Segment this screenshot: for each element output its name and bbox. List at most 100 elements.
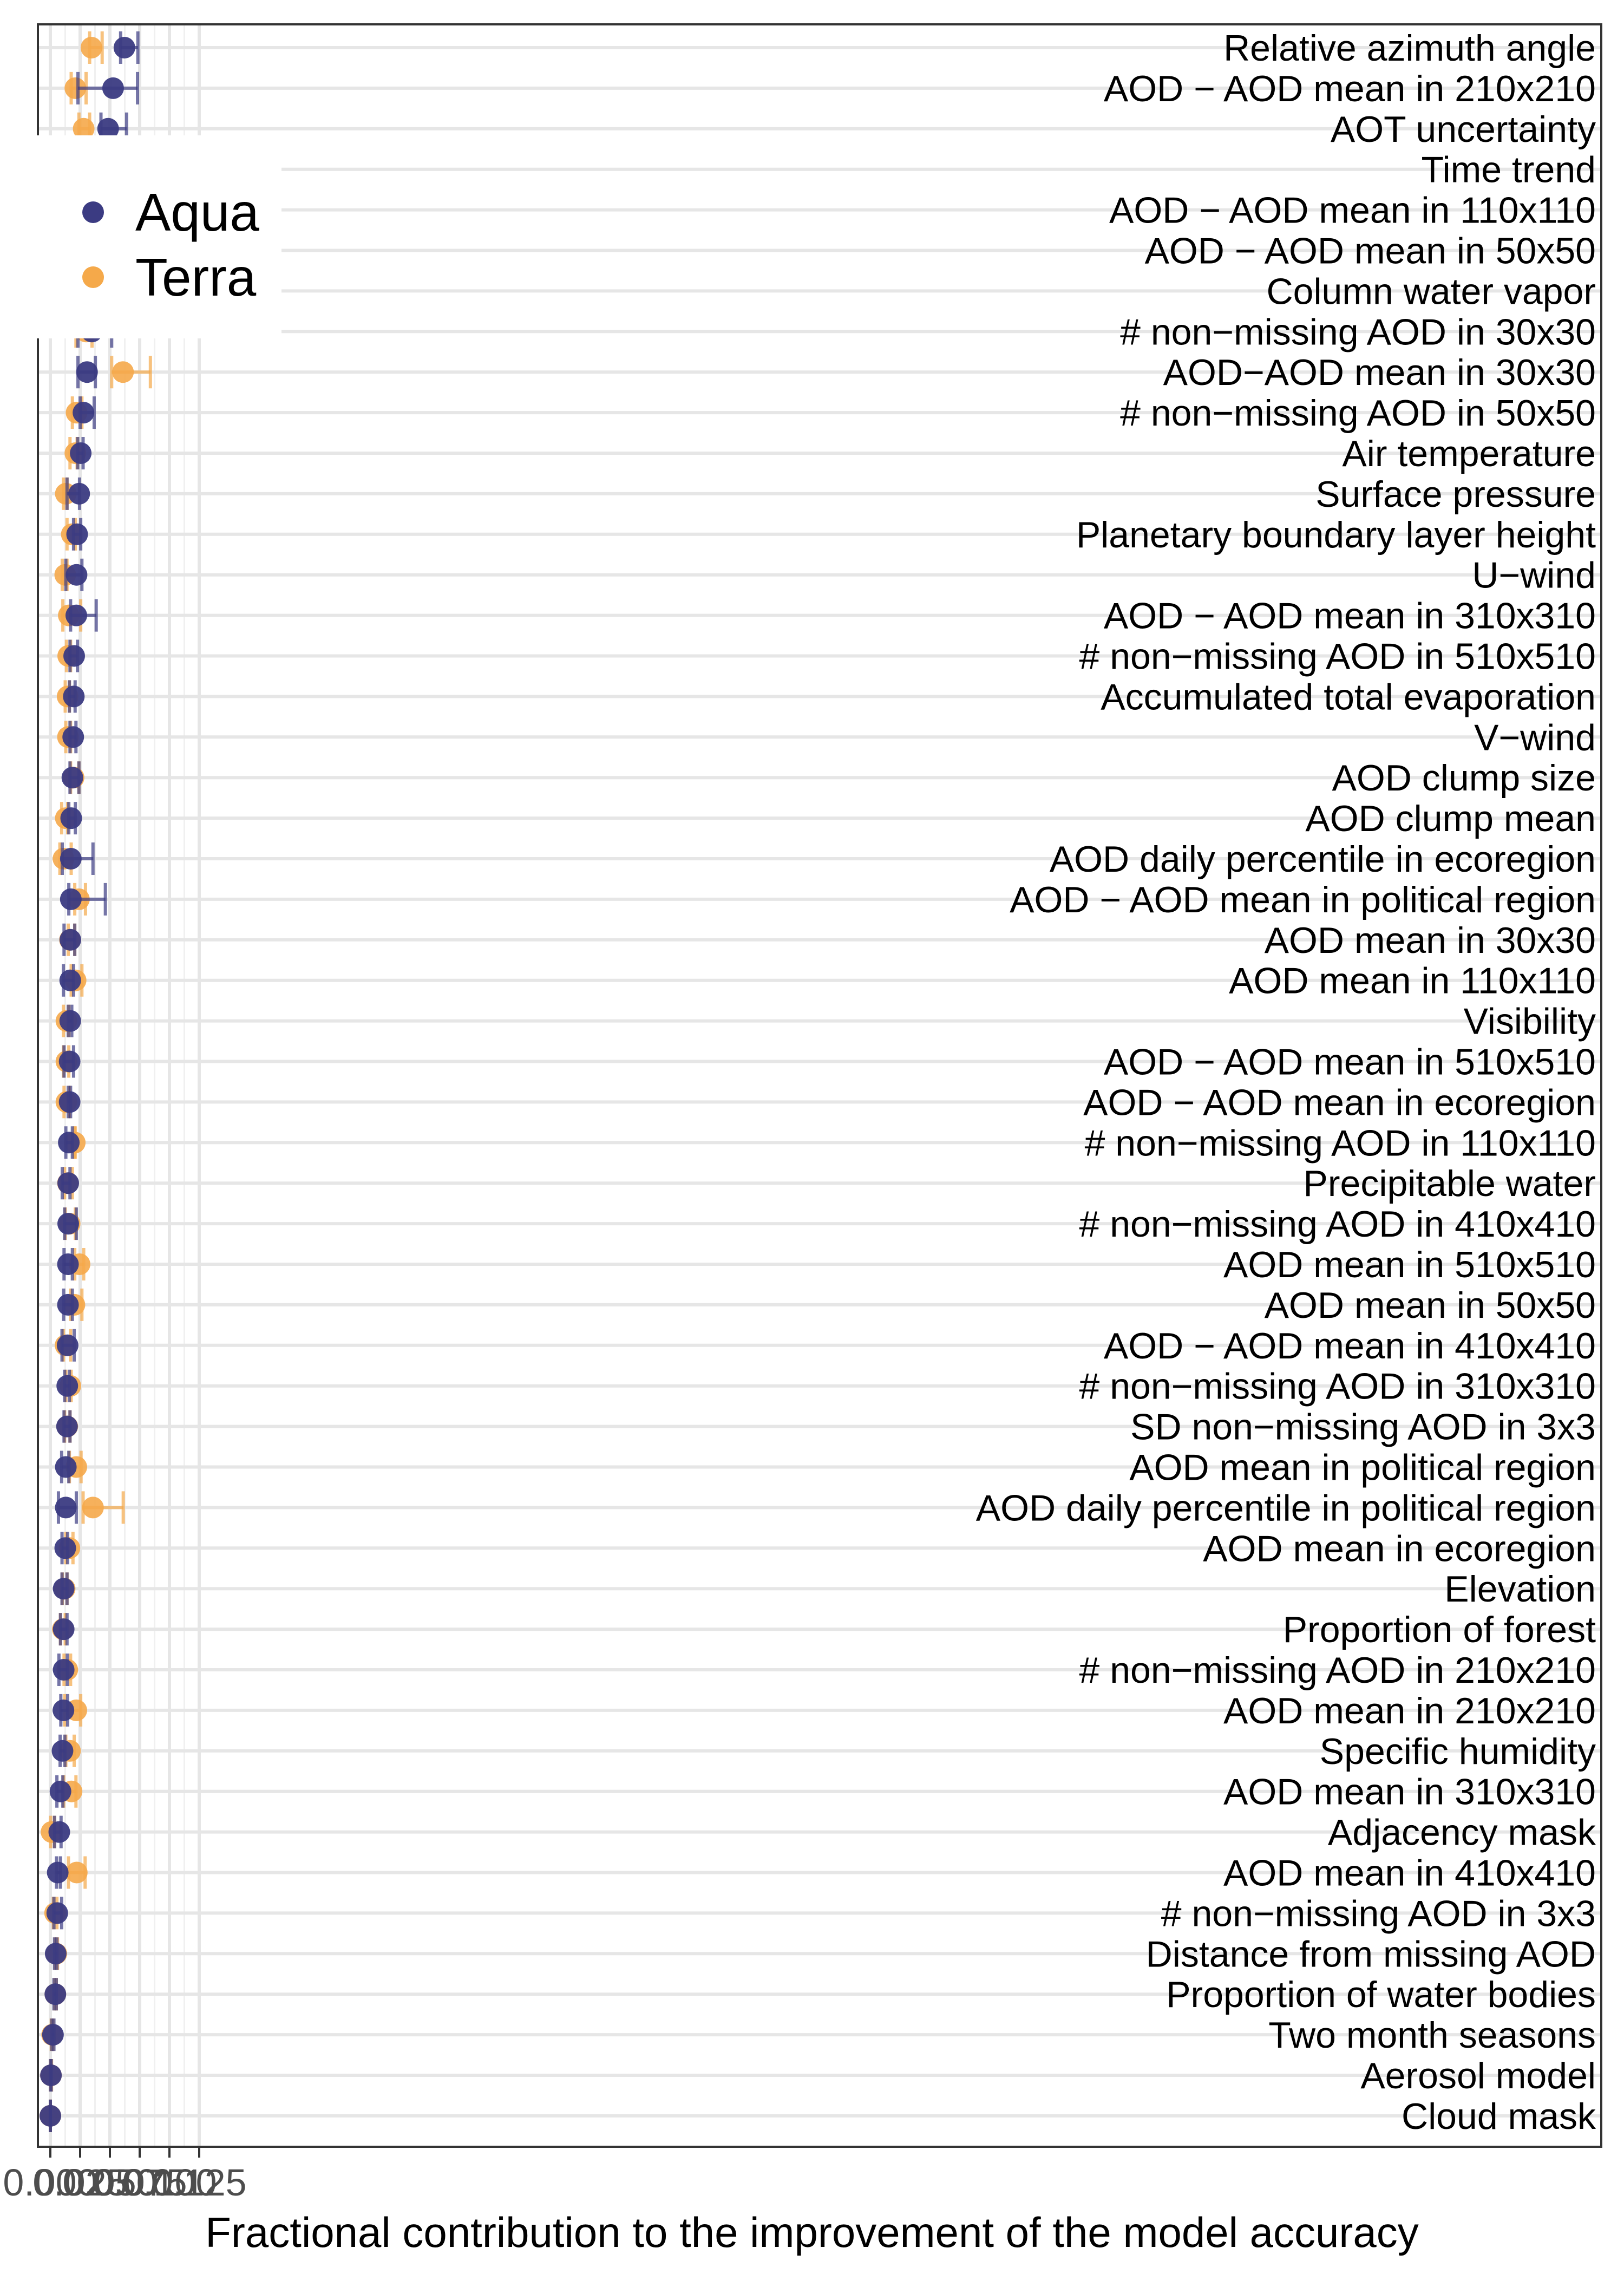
aqua-point <box>44 1943 67 1965</box>
category-label: Proportion of forest <box>1283 1609 1596 1650</box>
category-label: Surface pressure <box>1315 474 1596 515</box>
aqua-point <box>53 1618 75 1641</box>
aqua-point <box>63 685 85 708</box>
aqua-point <box>49 1780 71 1802</box>
terra-point <box>73 117 95 140</box>
category-label: AOD − AOD mean in 410x410 <box>1104 1325 1596 1367</box>
legend-background <box>32 135 281 338</box>
category-label: Air temperature <box>1342 433 1596 474</box>
category-label: Specific humidity <box>1320 1731 1596 1772</box>
aqua-point <box>48 1821 70 1843</box>
legend-aqua-label: Aqua <box>135 182 259 242</box>
aqua-point <box>68 482 90 505</box>
category-label: AOD mean in 110x110 <box>1229 960 1596 1002</box>
category-label: # non−missing AOD in 110x110 <box>1085 1122 1596 1164</box>
category-label: SD non−missing AOD in 3x3 <box>1130 1407 1596 1448</box>
category-label: AOD clump mean <box>1305 798 1596 839</box>
category-label: # non−missing AOD in 50x50 <box>1120 393 1596 434</box>
terra-point <box>64 77 87 99</box>
aqua-point <box>46 1902 68 1924</box>
aqua-point <box>76 361 98 383</box>
x-tick-label: 0.050 <box>62 2161 157 2204</box>
category-label: AOD mean in 210x210 <box>1223 1690 1596 1731</box>
aqua-point <box>47 1861 69 1884</box>
category-label: AOD mean in 510x510 <box>1223 1244 1596 1285</box>
category-label: # non−missing AOD in 310x310 <box>1079 1366 1596 1407</box>
aqua-point <box>58 1050 81 1073</box>
panel-border <box>37 23 1602 2148</box>
aqua-point <box>53 1578 75 1600</box>
category-label: AOT uncertainty <box>1331 109 1596 150</box>
aqua-point <box>51 1740 74 1762</box>
terra-point <box>112 361 134 383</box>
aqua-point <box>59 929 81 951</box>
aqua-point <box>57 1213 79 1235</box>
aqua-point <box>53 1699 75 1721</box>
aqua-point <box>73 402 95 424</box>
category-label: Accumulated total evaporation <box>1101 676 1596 717</box>
legend-terra-marker <box>82 266 104 288</box>
aqua-point <box>57 1253 79 1275</box>
aqua-point <box>60 848 82 870</box>
category-label: AOD − AOD mean in 210x210 <box>1104 68 1596 109</box>
aqua-series <box>40 31 140 2132</box>
category-label: AOD − AOD mean in political region <box>1010 879 1596 920</box>
category-label: V−wind <box>1474 717 1596 758</box>
aqua-point <box>113 37 135 58</box>
category-label: AOD − AOD mean in ecoregion <box>1083 1082 1596 1123</box>
category-label: AOD mean in ecoregion <box>1203 1528 1596 1569</box>
category-label: AOD mean in 50x50 <box>1265 1285 1596 1326</box>
x-tick-label: 0.075 <box>92 2161 187 2204</box>
category-label: AOD mean in 30x30 <box>1265 920 1596 961</box>
category-label: Precipitable water <box>1304 1163 1596 1204</box>
aqua-point <box>55 1456 77 1478</box>
aqua-point <box>65 604 87 626</box>
category-label: # non−missing AOD in 410x410 <box>1079 1204 1596 1245</box>
category-label: Planetary boundary layer height <box>1076 514 1596 556</box>
aqua-point <box>70 442 92 464</box>
category-label: AOD daily percentile in ecoregion <box>1050 839 1596 880</box>
x-tick-label: 0.100 <box>122 2161 217 2204</box>
aqua-point <box>59 969 81 991</box>
category-label: Cloud mask <box>1402 2096 1596 2137</box>
aqua-point <box>56 1334 78 1356</box>
aqua-point <box>102 77 124 99</box>
category-label: Relative azimuth angle <box>1223 28 1596 69</box>
aqua-point <box>57 1293 79 1316</box>
terra-point <box>82 1497 104 1519</box>
aqua-point <box>66 564 88 586</box>
category-label: Proportion of water bodies <box>1166 1974 1596 2015</box>
category-label: AOD clump size <box>1332 757 1596 799</box>
category-label: Distance from missing AOD <box>1146 1933 1596 1975</box>
category-label: Adjacency mask <box>1328 1812 1596 1853</box>
aqua-point <box>66 523 88 545</box>
aqua-point <box>56 1415 78 1437</box>
aqua-point <box>58 1132 80 1154</box>
aqua-point <box>61 767 83 789</box>
category-label: AOD − AOD mean in 310x310 <box>1104 596 1596 637</box>
aqua-point <box>63 645 85 667</box>
aqua-point <box>59 1010 81 1032</box>
category-label: # non−missing AOD in 510x510 <box>1079 636 1596 677</box>
category-label: # non−missing AOD in 3x3 <box>1161 1893 1596 1934</box>
category-label: Time trend <box>1422 149 1596 191</box>
category-label: Column water vapor <box>1267 271 1596 312</box>
aqua-point <box>58 1091 81 1113</box>
x-axis-title: Fractional contribution to the improveme… <box>205 2208 1418 2256</box>
aqua-point <box>42 2024 64 2046</box>
legend: Aqua Terra <box>32 135 281 338</box>
legend-aqua-marker <box>82 201 104 223</box>
aqua-point <box>44 1983 67 2005</box>
category-label: Aerosol model <box>1360 2055 1596 2096</box>
category-label: AOD mean in 410x410 <box>1223 1853 1596 1894</box>
category-label: # non−missing AOD in 30x30 <box>1120 311 1596 352</box>
category-label: AOD − AOD mean in 510x510 <box>1104 1042 1596 1083</box>
aqua-point <box>60 888 82 910</box>
category-label: Two month seasons <box>1268 2015 1596 2056</box>
category-label: Visibility <box>1464 1001 1596 1042</box>
aqua-point <box>62 726 84 748</box>
category-label: # non−missing AOD in 210x210 <box>1079 1650 1596 1691</box>
category-label: Elevation <box>1444 1569 1596 1610</box>
